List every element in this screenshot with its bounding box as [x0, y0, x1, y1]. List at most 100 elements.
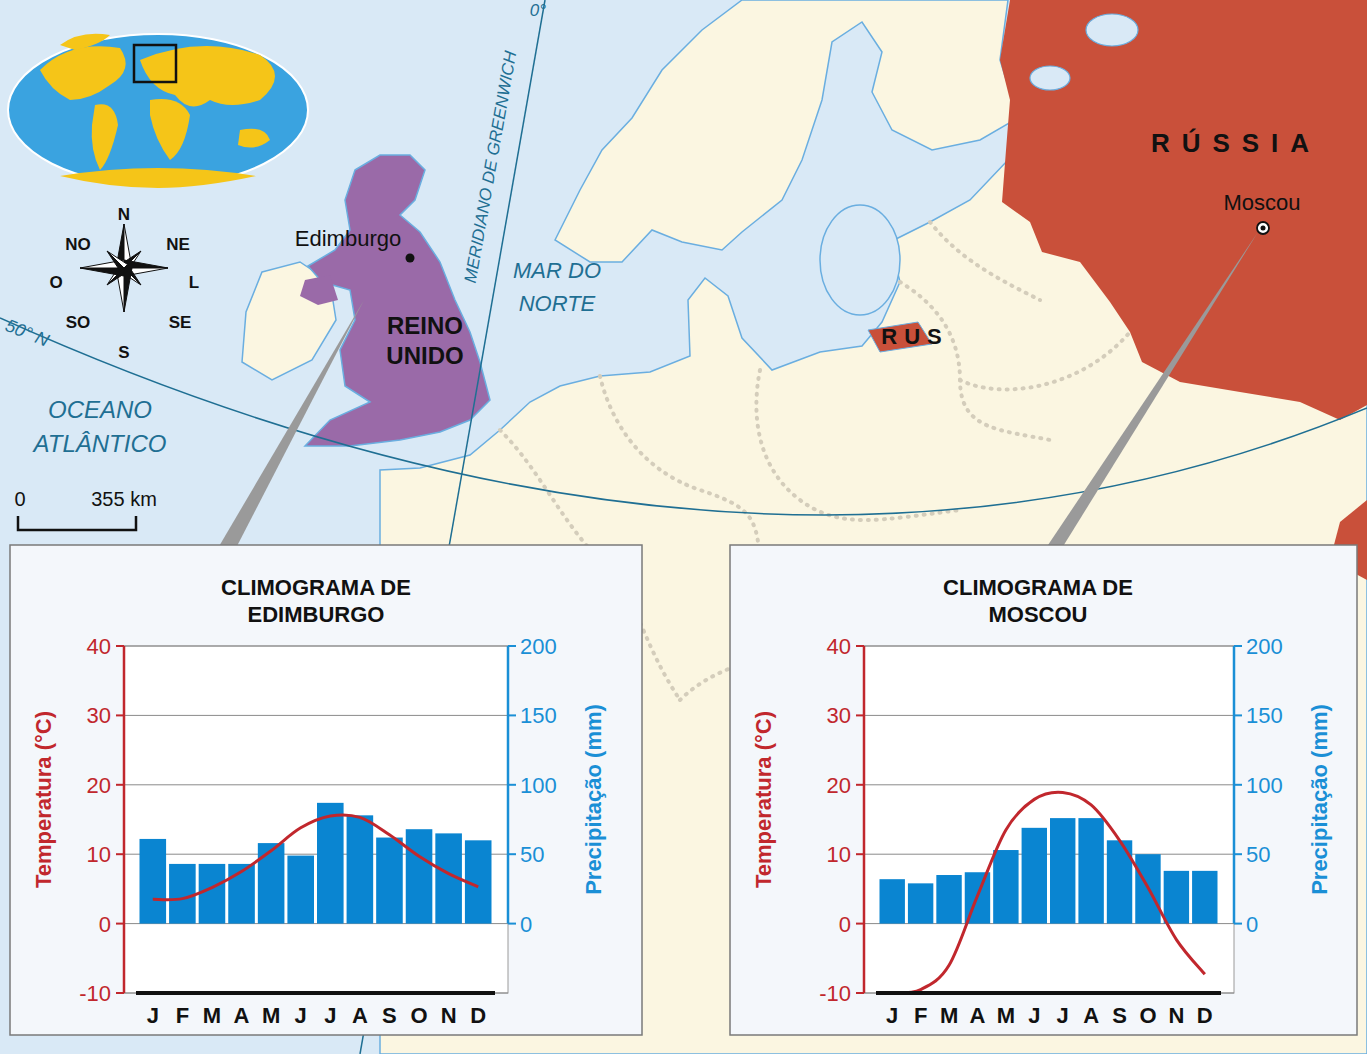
climograph: CLIMOGRAMA DEEDIMBURGO-10010203040050100…: [10, 545, 642, 1035]
y2-tick: [508, 784, 516, 786]
y-tick-label: 10: [87, 842, 111, 867]
chart-box: [10, 545, 642, 1035]
x-tick-label: S: [382, 1003, 397, 1028]
y2-tick-label: 100: [520, 773, 557, 798]
ocean-label: OCEANOATLÂNTICO: [32, 396, 167, 457]
temperature-line: [892, 792, 1205, 993]
map: MAR DONORTE OCEANOATLÂNTICO MERIDIANO DE G…: [0, 0, 1367, 1054]
x-tick-label: M: [997, 1003, 1015, 1028]
meridian-label: MERIDIANO DE GREENWICH: [461, 49, 521, 285]
scale-label: 355 km: [91, 488, 157, 510]
precip-bar: [376, 838, 403, 924]
x-tick-label: N: [1168, 1003, 1184, 1028]
callout: [218, 300, 364, 548]
sea: [0, 0, 1367, 1054]
x-tick-label: M: [940, 1003, 958, 1028]
precip-bar: [317, 803, 344, 924]
sea: [820, 205, 900, 315]
grid-line: [124, 715, 508, 716]
lake: [1086, 14, 1138, 46]
y2-tick: [508, 853, 516, 855]
y2-tick-label: 50: [520, 842, 544, 867]
inset-land: [60, 34, 110, 50]
precip-bar: [1192, 871, 1217, 924]
compass-point: [107, 251, 128, 268]
text-line: NORTE: [519, 291, 596, 316]
city-label: Edimburgo: [295, 226, 401, 251]
y2-tick-label: 0: [520, 912, 532, 937]
inset-land: [60, 168, 256, 188]
x-tick-label: S: [1112, 1003, 1127, 1028]
y-tick-label: 40: [87, 634, 111, 659]
y2-tick: [1234, 784, 1242, 786]
x-tick-label: A: [352, 1003, 368, 1028]
scale-bar: 0355 km: [14, 488, 156, 530]
x-tick-label: D: [470, 1003, 486, 1028]
compass-label: S: [118, 343, 129, 362]
grid-line: [864, 854, 1234, 855]
border: [900, 282, 1050, 440]
x-tick-label: J: [147, 1003, 159, 1028]
y2-axis-title: Precipitação (mm): [1307, 704, 1332, 895]
chart-title: CLIMOGRAMA DEEDIMBURGO: [221, 575, 411, 627]
city-marker: [406, 254, 415, 263]
inset-world-map: [8, 34, 308, 188]
compass-label: N: [118, 205, 130, 224]
compass-label: SE: [169, 313, 192, 332]
chart-title: CLIMOGRAMA DEMOSCOU: [943, 575, 1133, 627]
y-tick-label: -10: [819, 981, 851, 1006]
grid-line: [124, 646, 508, 647]
city-marker: [1257, 222, 1269, 234]
border: [960, 332, 1130, 389]
compass-point: [124, 268, 132, 312]
x-tick-label: J: [324, 1003, 336, 1028]
text-line: CLIMOGRAMA DE: [943, 575, 1133, 600]
precip-bar: [1078, 818, 1103, 923]
precip-bar: [1050, 818, 1075, 923]
lake: [1030, 66, 1070, 90]
grid-line: [124, 993, 508, 994]
grid-line: [864, 646, 1234, 647]
callout: [1046, 232, 1258, 548]
y2-tick: [1234, 853, 1242, 855]
precip-bar: [993, 850, 1018, 924]
x-axis: [136, 991, 495, 995]
y2-tick-label: 150: [1246, 703, 1283, 728]
grid-line: [864, 715, 1234, 716]
y2-tick: [1234, 714, 1242, 716]
data-group: [880, 792, 1218, 993]
data-group: [140, 803, 492, 924]
y2-tick: [508, 714, 516, 716]
parallel-line: [0, 318, 1367, 515]
x-tick-label: A: [970, 1003, 986, 1028]
y2-tick: [1234, 923, 1242, 925]
meridian-degree: 0°: [530, 1, 546, 20]
y-tick-label: 0: [839, 912, 851, 937]
y-axis-title: Temperatura (°C): [751, 711, 776, 888]
land: [555, 0, 1018, 262]
city-label: Moscou: [1223, 190, 1300, 215]
precip-bar: [936, 875, 961, 924]
parallel-label: 50° N: [3, 315, 53, 351]
x-tick-label: D: [1197, 1003, 1213, 1028]
text-line: MOSCOU: [989, 602, 1088, 627]
y-tick-label: 30: [87, 703, 111, 728]
plot-frame: [864, 646, 1234, 993]
sea-label: MAR DONORTE: [513, 258, 601, 316]
grid-line: [864, 784, 1234, 785]
temperature-line: [153, 815, 478, 900]
compass-point: [80, 268, 124, 276]
grid-line: [124, 784, 508, 785]
precip-bar: [1164, 871, 1189, 924]
border: [930, 222, 1040, 300]
country-label: RUS: [881, 324, 948, 349]
text-line: OCEANO: [48, 396, 152, 423]
x-tick-label: M: [262, 1003, 280, 1028]
y2-tick: [508, 645, 516, 647]
inset-land: [40, 46, 126, 100]
precip-bar: [140, 839, 167, 924]
y2-tick: [1234, 645, 1242, 647]
y2-axis-title: Precipitação (mm): [581, 704, 606, 895]
compass-label: L: [189, 273, 199, 292]
country-label: REINOUNIDO: [386, 312, 463, 369]
